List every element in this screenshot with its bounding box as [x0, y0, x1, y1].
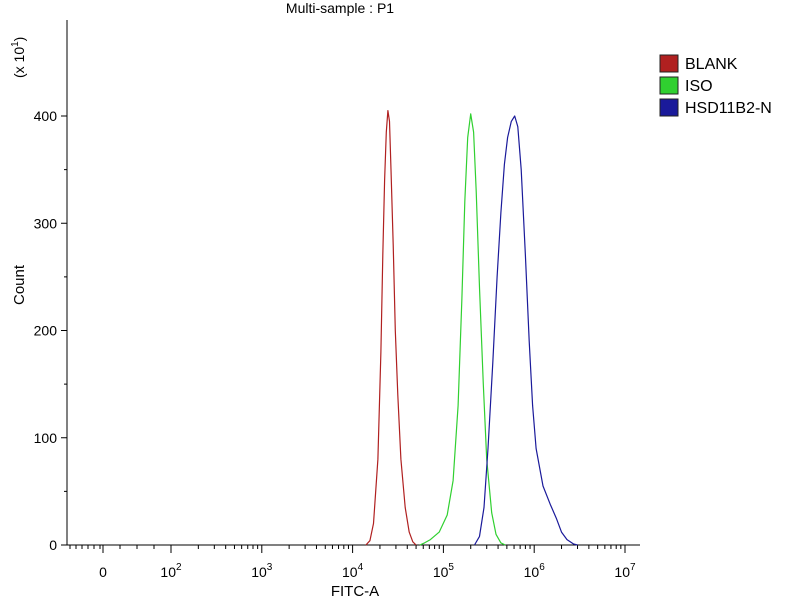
series-line-2 [473, 115, 578, 546]
y-tick-label: 200 [34, 323, 58, 339]
y-multiplier-close: ) [11, 37, 27, 42]
y-multiplier-exponent: 1 [10, 41, 21, 47]
series-line-0 [365, 110, 417, 546]
legend-swatch-2 [659, 98, 679, 117]
legend-label-0: BLANK [685, 56, 738, 73]
legend-swatch-1 [659, 76, 679, 95]
y-axis-multiplier: (x 101) [10, 37, 27, 78]
legend-swatch-0 [659, 54, 679, 73]
x-tick-label: 107 [614, 562, 636, 580]
y-tick-label: 0 [49, 537, 57, 553]
legend-label-1: ISO [685, 78, 713, 95]
y-tick-label: 100 [34, 430, 58, 446]
legend-label-2: HSD11B2-N [685, 100, 772, 117]
plot-frame [66, 20, 640, 546]
y-axis-label: Count [11, 264, 28, 305]
x-tick-label: 103 [251, 562, 273, 580]
x-axis-label: FITC-A [331, 583, 379, 600]
y-multiplier-base: (x 10 [11, 47, 27, 78]
x-tick-label: 0 [99, 564, 107, 580]
x-tick-label: 102 [160, 562, 182, 580]
x-tick-label: 106 [524, 562, 546, 580]
series-layer [365, 110, 578, 546]
x-tick-label: 105 [433, 562, 455, 580]
svg-text:(x 101): (x 101) [10, 37, 27, 78]
chart-title: Multi-sample : P1 [286, 0, 394, 16]
y-tick-label: 400 [34, 108, 58, 124]
x-axis-ticks: 0 102 103 104 105 106 107 [69, 545, 636, 580]
y-axis-ticks: 0 100 200 300 400 [34, 108, 67, 553]
x-tick-label: 104 [342, 562, 364, 580]
series-line-1 [419, 113, 506, 546]
y-tick-label: 300 [34, 215, 58, 231]
legend: BLANK ISO HSD11B2-N [659, 54, 772, 117]
